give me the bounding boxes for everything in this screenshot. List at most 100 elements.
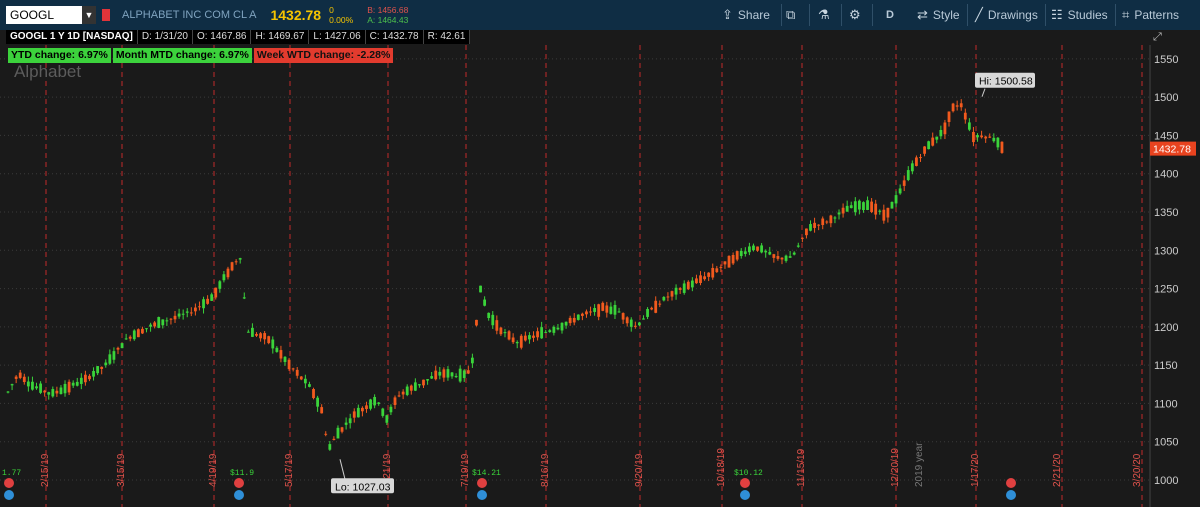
candle-body [870,201,874,212]
candle-body [234,261,238,263]
x-tick-label: 10/18/19 [716,448,727,487]
candle-body [450,372,454,377]
candle-body [413,382,417,391]
flag-icon[interactable] [102,9,110,21]
candle-body [943,122,947,135]
candle-body [79,377,83,384]
candle-body [686,281,690,290]
studies-button[interactable]: ☷ Studies [1051,0,1108,30]
y-tick-label: 1400 [1154,169,1178,181]
candle-body [312,389,315,399]
candle-body [104,362,108,366]
earnings-icon [1006,478,1016,488]
price-chart[interactable]: 1000 1050 1100 1150 1200 1250 1300 1350 1400 1450… [0,45,1200,507]
y-tick-label: 1300 [1154,245,1178,257]
candle-body [169,318,173,320]
candle-body [226,268,230,278]
chart-title: GOOGL 1 Y 1D [NASDAQ] [6,30,138,44]
candle-body [695,278,698,284]
dividend-label: $14.21 [472,469,501,478]
ask-value: A: 1464.43 [367,15,409,25]
candle-body [356,407,360,418]
drawings-button[interactable]: ╱ Drawings [975,0,1038,30]
candle-body [890,201,894,209]
candle-body [458,368,462,382]
symbol-input[interactable]: GOOGL ▼ [6,6,96,24]
candle-body [564,321,568,326]
settings-button[interactable]: ⚙ [849,0,866,30]
candle-body [340,427,344,432]
candle-body [996,137,1000,148]
last-price-tag-label: 1432.78 [1153,144,1191,156]
candle-body [193,307,197,312]
x-tick-label: 3/15/19 [116,453,127,487]
candle-body [638,322,641,326]
candle-body [316,397,319,407]
change-percent: 0.00% [329,15,354,25]
ytd-badge: YTD change: 6.97% [8,48,111,63]
candle-body [739,250,743,257]
candle-body [629,319,633,327]
candle-body [568,317,572,324]
wtd-badge: Week WTD change: -2.28% [253,48,394,63]
candle-body [128,336,132,339]
candle-body [470,357,474,364]
candle-body [837,212,841,215]
bar-range: R: 42.61 [424,30,471,44]
chevron-down-icon[interactable]: ▼ [82,6,96,24]
candle-body [967,122,971,130]
style-icon: ⇄ [917,7,928,22]
toolbar-divider [1045,4,1046,26]
candle-body [825,221,829,223]
candle-body [658,303,662,305]
style-label: Style [932,8,960,22]
dividend-label: $11.9 [230,469,254,478]
dividend-icon [4,490,14,500]
share-button[interactable]: ⇪ Share [722,0,770,30]
bid-ask: B: 1456.68 A: 1464.43 [367,5,408,25]
y-tick-label: 1450 [1154,130,1178,142]
candle-body [935,136,939,140]
candle-body [593,308,597,312]
candle-body [475,319,478,326]
change-value: 0 [329,5,334,15]
flask-button[interactable]: ⚗ [818,0,835,30]
hi-pointer [981,88,986,97]
candle-body [625,317,629,324]
candle-body [972,131,975,143]
candle-body [202,299,205,309]
style-button[interactable]: ⇄ Style [917,0,960,30]
candle-body [67,381,71,393]
snapshot-button[interactable]: ⧉ [786,0,800,30]
candle-body [206,298,210,304]
candle-body [1000,141,1004,153]
candle-body [572,317,576,323]
candle-body [446,369,450,378]
candle-body [361,407,364,412]
candle-body [674,287,678,295]
flask-icon: ⚗ [818,7,830,22]
candle-body [523,335,527,341]
candle-body [805,228,808,236]
candle-body [544,331,548,333]
candle-body [132,330,136,340]
candle-body [756,246,759,251]
collapse-icon[interactable]: ⤢ [1153,30,1162,43]
candle-body [678,288,682,290]
candle-body [422,379,425,386]
lo-label: Lo: 1027.03 [335,481,391,493]
candle-body [703,276,706,280]
candle-body [214,287,218,298]
candle-body [185,311,189,313]
period-button[interactable]: D [886,0,894,30]
candle-body [352,411,356,418]
candle-body [283,356,287,363]
candle-body [919,157,922,159]
period-label: D [886,9,894,21]
candle-body [670,291,674,297]
candle-body [271,339,275,349]
candle-body [161,319,165,326]
candle-body [841,207,845,214]
patterns-button[interactable]: ⌗ Patterns [1122,0,1179,30]
candle-body [165,320,169,322]
